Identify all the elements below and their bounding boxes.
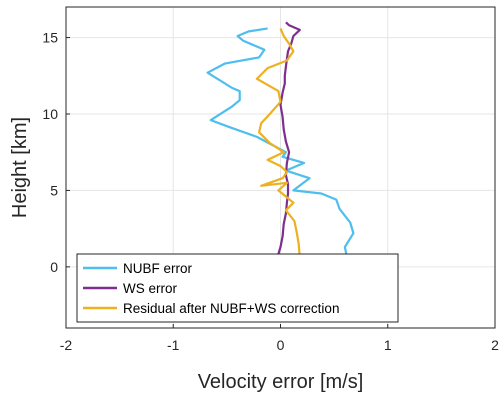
axis-ticks: -2 -1 0 1 2 0 5 10 15 <box>42 30 499 353</box>
x-tick-label: -2 <box>60 337 73 353</box>
y-tick-label: 15 <box>42 30 58 46</box>
x-tick-label: 2 <box>491 337 499 353</box>
y-axis-label: Height [km] <box>9 117 31 218</box>
x-axis-label: Velocity error [m/s] <box>198 371 364 393</box>
series-line-2 <box>255 27 301 258</box>
legend-box <box>76 253 399 323</box>
series-lines <box>206 21 399 267</box>
y-tick-label: 10 <box>42 106 58 122</box>
series-line-0 <box>206 27 399 267</box>
legend-label-1: WS error <box>123 281 178 296</box>
legend-label-0: NUBF error <box>123 261 193 276</box>
x-tick-label: -1 <box>167 337 180 353</box>
legend: NUBF error WS error Residual after NUBF+WS… <box>76 253 399 323</box>
y-tick-label: 5 <box>50 182 58 198</box>
y-tick-label: 0 <box>50 259 58 275</box>
x-tick-label: 1 <box>384 337 392 353</box>
legend-label-2: Residual after NUBF+WS correction <box>123 301 339 316</box>
x-tick-label: 0 <box>277 337 285 353</box>
